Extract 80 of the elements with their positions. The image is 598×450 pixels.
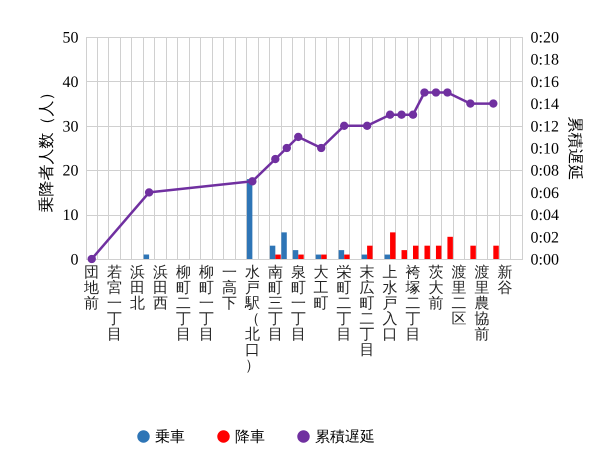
- point: [466, 99, 475, 108]
- point: [294, 132, 302, 142]
- point: [397, 110, 406, 119]
- legend-label: 累積遅延: [315, 428, 375, 446]
- point: [282, 144, 291, 152]
- bar: [402, 250, 407, 259]
- y2-axis-title: 累積遅延: [566, 116, 584, 180]
- x-tick-label: 渡里農協前: [474, 264, 490, 343]
- y-tick-label: 20: [62, 162, 78, 180]
- bar: [424, 246, 430, 259]
- bar: [246, 179, 252, 259]
- y2-tick-label: 0:20: [530, 30, 559, 46]
- x-tick-label: 栄町二丁目: [336, 264, 352, 343]
- y2-tick-label: 0:18: [530, 52, 559, 69]
- y2-tick-label: 0:10: [530, 140, 559, 158]
- bar: [413, 246, 418, 259]
- x-tick-label: 一高下: [222, 265, 237, 312]
- bar: [436, 246, 442, 259]
- bar: [338, 250, 344, 259]
- y2-tick-label: 0:14: [530, 96, 559, 114]
- point: [317, 144, 326, 152]
- bar: [270, 246, 276, 259]
- y2-tick-label: 0:00: [530, 252, 559, 268]
- point: [420, 88, 429, 97]
- x-tick-label: 柳町二丁目: [176, 264, 192, 343]
- x-tick-label: 浜田西: [153, 264, 168, 312]
- bar: [281, 232, 287, 259]
- x-tick-label: 団地前: [83, 265, 100, 312]
- bar: [316, 254, 322, 259]
- y2-tick-label: 0:16: [530, 74, 559, 91]
- x-tick-label: 泉町一丁目: [290, 264, 306, 343]
- bar: [344, 254, 350, 259]
- y-tick-label: 50: [62, 30, 78, 46]
- x-tick-label: 末広町二丁目: [360, 264, 375, 358]
- bar: [321, 254, 327, 259]
- x-tick-label: 若宮一丁目: [107, 264, 122, 343]
- bar: [470, 246, 476, 259]
- bar: [367, 246, 373, 259]
- bar: [292, 250, 298, 259]
- y2-tick-label: 0:02: [530, 229, 559, 246]
- y2-tick-label: 0:08: [530, 162, 559, 180]
- point: [248, 177, 257, 186]
- x-tick-label: 水戸駅（北口）: [244, 264, 260, 374]
- bar: [144, 254, 150, 259]
- x-tick-label: 袴塚二丁目: [404, 264, 420, 343]
- legend-label: 乗車: [155, 428, 185, 446]
- x-tick-label: 茨大前: [428, 264, 444, 312]
- x-tick-label: 新谷: [497, 264, 512, 296]
- bar: [275, 254, 281, 259]
- legend-label: 降車: [235, 428, 265, 446]
- bar: [362, 254, 368, 259]
- y-axis-title: 乗降者人数（人）: [38, 84, 56, 212]
- bar: [298, 254, 304, 259]
- x-tick-label: 大工町: [314, 264, 329, 312]
- point: [408, 110, 418, 119]
- point: [432, 88, 440, 97]
- bar: [384, 254, 390, 259]
- point: [144, 188, 154, 197]
- point: [386, 110, 394, 119]
- y2-tick-label: 0:06: [530, 184, 559, 202]
- point: [443, 88, 452, 97]
- point: [362, 122, 372, 130]
- bar: [493, 246, 499, 259]
- y2-tick-label: 0:12: [530, 118, 559, 136]
- point: [271, 154, 280, 164]
- point: [88, 254, 96, 264]
- y2-tick-label: 0:04: [530, 207, 559, 224]
- y-tick-label: 30: [62, 118, 78, 136]
- y-tick-label: 40: [62, 74, 78, 91]
- x-tick-label: 上水戸入口: [382, 264, 398, 343]
- point: [489, 99, 498, 108]
- point: [340, 122, 348, 130]
- x-tick-label: 南町三丁目: [268, 264, 283, 343]
- x-tick-label: 柳町一丁目: [198, 264, 214, 343]
- bar: [447, 236, 453, 259]
- x-tick-label: 浜田北: [130, 264, 146, 312]
- x-tick-label: 渡里二区: [451, 264, 466, 328]
- y-tick-label: 0: [70, 252, 78, 268]
- bar: [390, 232, 396, 259]
- y-tick-label: 10: [62, 207, 78, 224]
